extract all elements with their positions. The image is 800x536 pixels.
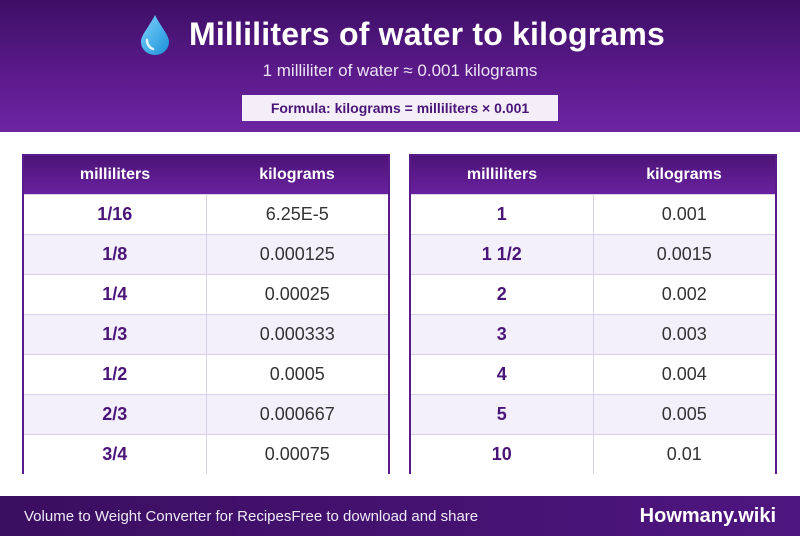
table-row: 1/16 6.25E-5 bbox=[24, 194, 388, 234]
title-row: Milliliters of water to kilograms bbox=[0, 12, 800, 56]
footer-share-label: Free to download and share bbox=[291, 508, 479, 525]
table-row: 3/4 0.00075 bbox=[24, 434, 388, 474]
table-row: 1/8 0.000125 bbox=[24, 234, 388, 274]
milliliters-cell: 1/2 bbox=[24, 355, 207, 394]
milliliters-cell: 3/4 bbox=[24, 435, 207, 474]
water-drop-icon bbox=[140, 15, 169, 55]
kilograms-cell: 0.004 bbox=[661, 364, 707, 384]
table-header: milliliters kilograms bbox=[411, 156, 775, 194]
milliliters-cell: 4 bbox=[411, 355, 594, 394]
kilograms-cell: 0.01 bbox=[666, 444, 702, 464]
kilograms-cell: 0.0005 bbox=[269, 364, 325, 384]
kilograms-cell: 0.00075 bbox=[264, 444, 330, 464]
table-row: 1/3 0.000333 bbox=[24, 314, 388, 354]
milliliters-cell: 1/8 bbox=[24, 235, 207, 274]
milliliters-cell: 2 bbox=[411, 275, 594, 314]
milliliters-cell: 10 bbox=[411, 435, 594, 474]
table-body: 1/16 6.25E-5 1/8 0.000125 1/4 0.00025 1/… bbox=[24, 194, 388, 474]
subtitle: 1 milliliter of water ≈ 0.001 kilograms bbox=[262, 61, 538, 80]
column-header-kilograms: kilograms bbox=[646, 166, 722, 183]
header-banner: Milliliters of water to kilograms 1 mill… bbox=[0, 0, 800, 132]
formula-box: Formula: kilograms = milliliters × 0.001 bbox=[242, 95, 558, 121]
kilograms-cell: 0.002 bbox=[661, 284, 707, 304]
kilograms-cell: 0.001 bbox=[661, 204, 707, 224]
kilograms-cell: 0.000333 bbox=[259, 324, 335, 344]
table-row: 2/3 0.000667 bbox=[24, 394, 388, 434]
table-row: 2 0.002 bbox=[411, 274, 775, 314]
footer-bar: Volume to Weight Converter for RecipesFr… bbox=[0, 496, 800, 536]
milliliters-cell: 1/16 bbox=[24, 195, 207, 234]
table-body: 1 0.001 1 1/2 0.0015 2 0.002 3 0.003 4 0… bbox=[411, 194, 775, 474]
table-row: 4 0.004 bbox=[411, 354, 775, 394]
kilograms-cell: 0.000667 bbox=[259, 404, 335, 424]
kilograms-cell: 0.003 bbox=[661, 324, 707, 344]
milliliters-cell: 5 bbox=[411, 395, 594, 434]
table-row: 10 0.01 bbox=[411, 434, 775, 474]
milliliters-cell: 2/3 bbox=[24, 395, 207, 434]
milliliters-cell: 1 1/2 bbox=[411, 235, 594, 274]
table-row: 1 1/2 0.0015 bbox=[411, 234, 775, 274]
milliliters-cell: 1/4 bbox=[24, 275, 207, 314]
kilograms-cell: 0.00025 bbox=[264, 284, 330, 304]
milliliters-cell: 1/3 bbox=[24, 315, 207, 354]
page-title: Milliliters of water to kilograms bbox=[188, 15, 666, 52]
kilograms-cell: 0.000125 bbox=[259, 244, 335, 264]
table-row: 1/4 0.00025 bbox=[24, 274, 388, 314]
brand-link[interactable]: Howmany.wiki bbox=[639, 505, 776, 527]
kilograms-cell: 6.25E-5 bbox=[265, 204, 329, 224]
table-row: 1 0.001 bbox=[411, 194, 775, 234]
table-row: 1/2 0.0005 bbox=[24, 354, 388, 394]
column-header-milliliters: milliliters bbox=[466, 166, 538, 183]
table-header: milliliters kilograms bbox=[24, 156, 388, 194]
milliliters-cell: 3 bbox=[411, 315, 594, 354]
conversion-table-right: milliliters kilograms 1 0.001 1 1/2 0.00… bbox=[409, 154, 777, 474]
footer-text: Volume to Weight Converter for RecipesFr… bbox=[24, 508, 478, 525]
kilograms-cell: 0.0015 bbox=[656, 244, 712, 264]
conversion-table-left: milliliters kilograms 1/16 6.25E-5 1/8 0… bbox=[22, 154, 390, 474]
footer-converter-label: Volume to Weight Converter for Recipes bbox=[24, 508, 292, 525]
kilograms-cell: 0.005 bbox=[661, 404, 707, 424]
column-header-milliliters: milliliters bbox=[79, 166, 151, 183]
table-row: 3 0.003 bbox=[411, 314, 775, 354]
milliliters-cell: 1 bbox=[411, 195, 594, 234]
column-header-kilograms: kilograms bbox=[259, 166, 335, 183]
table-row: 5 0.005 bbox=[411, 394, 775, 434]
